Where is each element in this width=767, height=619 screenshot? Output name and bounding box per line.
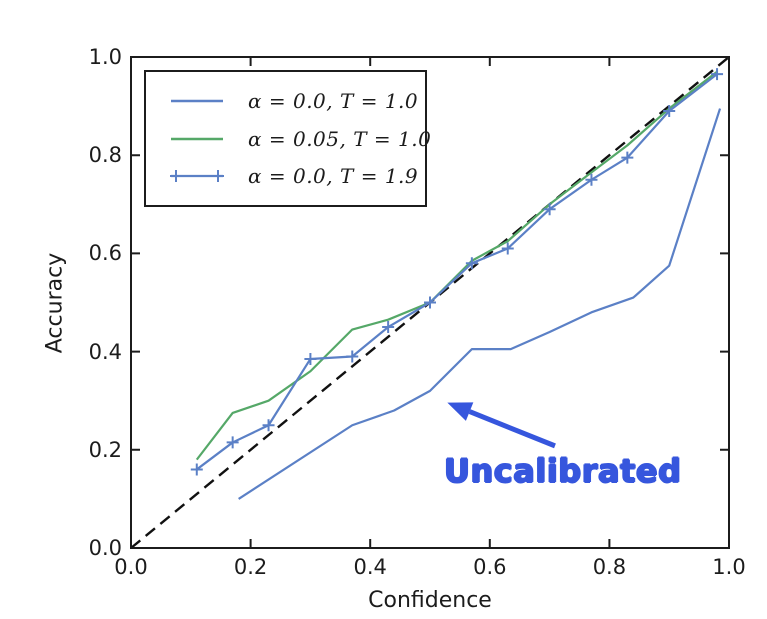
y-tick-label: 0.6 [88, 241, 122, 266]
legend-line-plus-swatch [170, 169, 224, 182]
axes-frame [130, 56, 730, 549]
x-tick-label: 0.4 [353, 555, 387, 579]
legend-line-swatch-blue [171, 99, 223, 103]
y-tick-label: 0.4 [88, 339, 122, 364]
y-axis-title: Accuracy [42, 252, 68, 353]
legend-item-uncalibrated: α = 0.0, T = 1.0 [166, 89, 419, 113]
annotation-arrow-head [447, 402, 474, 421]
legend-line-swatch-green [171, 137, 223, 140]
x-tick-label: 0.6 [473, 555, 507, 579]
x-tick-label: 0.8 [592, 555, 627, 579]
y-tick-label: 0.2 [88, 437, 122, 462]
legend-label: α = 0.0, T = 1.9 [248, 163, 419, 188]
legend-label: α = 0.05, T = 1.0 [248, 126, 432, 151]
x-axis-title: Confidence [368, 588, 492, 613]
uncalibrated-annotation: Uncalibrated [444, 451, 682, 490]
series-temperature-scaled-T-1.9-markers [190, 68, 724, 476]
y-tick-label: 0.0 [88, 536, 122, 560]
legend-item-alpha-smoothed: α = 0.05, T = 1.0 [166, 127, 431, 151]
x-tick-label: 0.2 [233, 555, 268, 579]
x-tick-label: 1.0 [712, 555, 746, 579]
legend-item-temperature-scaled: α = 0.0, T = 1.9 [166, 164, 419, 188]
annotation-arrow-shaft [468, 409, 556, 449]
x-tick-label: 0.0 [114, 555, 148, 579]
y-tick-label: 0.8 [88, 143, 122, 168]
series-temperature-scaled-T-1.9-line [196, 73, 718, 471]
axis-ticks [130, 56, 730, 549]
legend-label: α = 0.0, T = 1.0 [248, 89, 419, 114]
legend: α = 0.0, T = 1.0 α = 0.05, T = 1.0 α = 0… [144, 70, 431, 207]
y-tick-label: 1.0 [88, 45, 122, 69]
series-uncalibrated-line [238, 108, 722, 500]
